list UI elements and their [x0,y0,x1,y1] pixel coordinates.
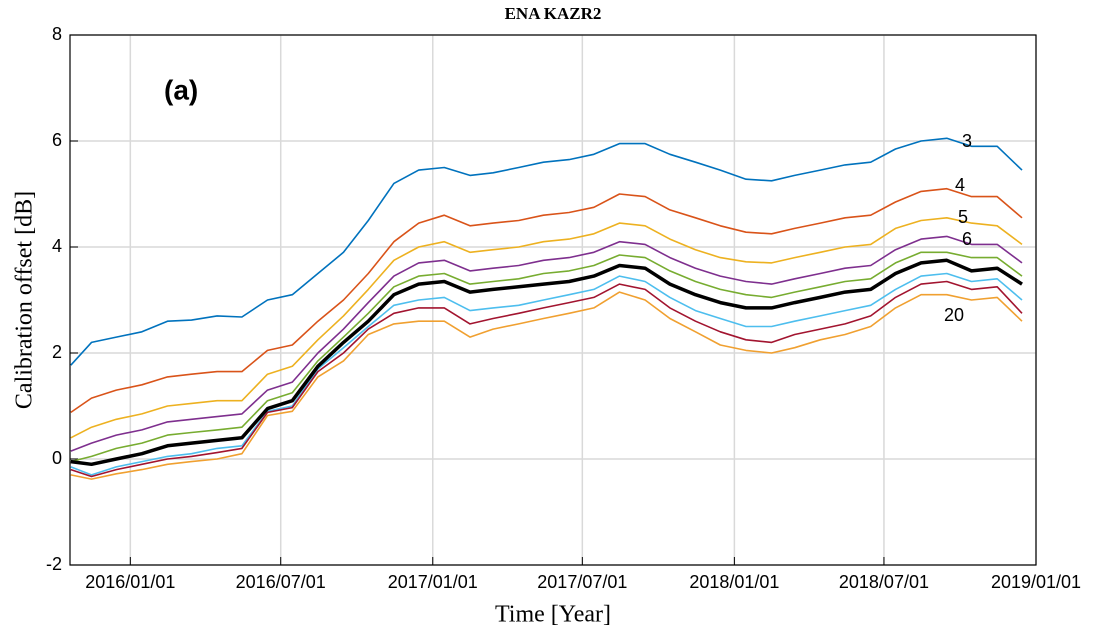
plot-area: -2 0 2 4 6 8 2016/01/01 2016/07/01 2017/01/01 201… [46,24,1081,592]
series-line [70,272,1023,476]
x-axis-label: Time [Year] [495,602,611,628]
x-tick-label: 2016/07/01 [236,572,326,592]
y-tick-label: 0 [52,448,62,468]
series-line [70,251,1023,463]
x-tick-label: 2017/07/01 [537,572,627,592]
y-tick-label: 8 [52,24,62,44]
series-line [70,137,1023,366]
series-line [70,291,1023,480]
series-line [70,217,1023,439]
chart-title: ENA KAZR2 [505,4,602,23]
x-tick-label: 2019/01/01 [991,572,1081,592]
series-line [70,258,1023,467]
x-tick-label: 2017/01/01 [388,572,478,592]
annotation: 4 [955,175,965,195]
annotation: 6 [962,229,972,249]
annotation: 3 [962,131,972,151]
x-tick-label: 2018/01/01 [689,572,779,592]
series-line [70,187,1023,414]
y-tick-label: 6 [52,130,62,150]
annotation: 20 [944,305,964,325]
annotation: 5 [958,207,968,227]
y-tick-label: 2 [52,342,62,362]
series-line [70,280,1023,478]
y-tick-label: 4 [52,236,62,256]
x-tick-label: 2016/01/01 [85,572,175,592]
axes-box [69,34,1037,566]
series-line [70,235,1023,452]
panel-label: (a) [164,74,198,105]
y-tick-label: -2 [46,554,62,574]
x-tick-label: 2018/07/01 [839,572,929,592]
y-axis-label: Calibration offset [dB] [12,191,38,409]
